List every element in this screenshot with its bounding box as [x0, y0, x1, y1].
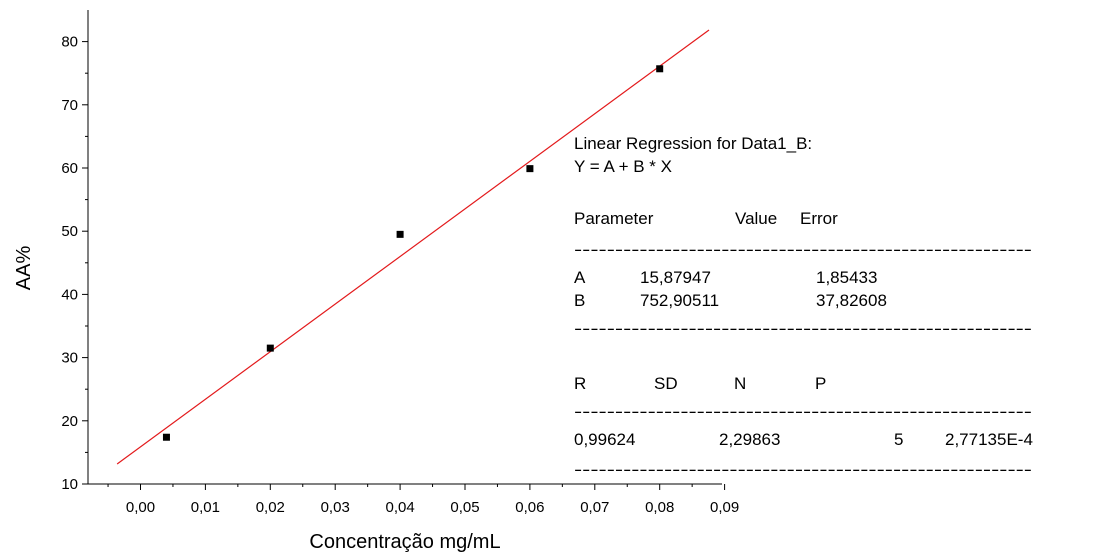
data-point — [266, 344, 274, 352]
stat-header-r: R — [574, 374, 586, 393]
divider-4: ----------------------------------------… — [574, 460, 1032, 479]
regression-note: Linear Regression for Data1_B: Y = A + B… — [574, 134, 1033, 479]
data-points — [162, 65, 664, 441]
x-ticks: 0,00 0,01 0,02 0,03 0,04 0,05 0,06 0,07 0,08 0,09 — [107, 484, 739, 516]
axes: 0,00 0,01 0,02 0,03 0,04 0,05 0,06 0,07 0,08 0,09… — [61, 10, 739, 516]
x-tick-label: 0,04 — [385, 499, 414, 516]
param-b-name: B — [574, 291, 585, 310]
y-axis-title: AA% — [13, 246, 35, 291]
param-a-error: 1,85433 — [816, 268, 877, 287]
x-tick-label: 0,02 — [256, 499, 285, 516]
data-point — [162, 433, 170, 441]
y-ticks: 10 20 30 40 50 60 70 80 — [61, 34, 88, 493]
y-tick-label: 80 — [61, 34, 78, 51]
y-tick-label: 50 — [61, 223, 78, 240]
data-point — [526, 165, 534, 173]
param-header-parameter: Parameter — [574, 209, 654, 228]
data-point — [656, 65, 664, 73]
param-header-value: Value — [735, 209, 777, 228]
regression-equation: Y = A + B * X — [574, 157, 672, 176]
stat-header-p: P — [815, 374, 826, 393]
y-tick-label: 20 — [61, 413, 78, 430]
stat-sd-value: 2,29863 — [719, 430, 780, 449]
y-tick-label: 40 — [61, 286, 78, 303]
x-tick-label: 0,09 — [710, 499, 739, 516]
x-tick-label: 0,08 — [645, 499, 674, 516]
y-tick-label: 30 — [61, 350, 78, 367]
x-tick-label: 0,06 — [515, 499, 544, 516]
stat-n-value: 5 — [894, 430, 903, 449]
divider-2: ----------------------------------------… — [574, 319, 1032, 338]
param-header-error: Error — [800, 209, 838, 228]
fit-layer — [116, 29, 710, 465]
param-a-value: 15,87947 — [640, 268, 711, 287]
regression-line — [116, 29, 710, 465]
param-b-error: 37,82608 — [816, 291, 887, 310]
x-tick-label: 0,00 — [126, 499, 155, 516]
divider-1: ----------------------------------------… — [574, 240, 1032, 259]
x-axis-title: Concentração mg/mL — [309, 531, 500, 553]
x-tick-label: 0,07 — [580, 499, 609, 516]
x-tick-label: 0,05 — [450, 499, 479, 516]
y-tick-label: 10 — [61, 476, 78, 493]
y-tick-label: 60 — [61, 160, 78, 177]
data-point — [396, 230, 404, 238]
stat-header-n: N — [734, 374, 746, 393]
x-tick-label: 0,03 — [321, 499, 350, 516]
param-b-value: 752,90511 — [640, 291, 719, 310]
param-a-name: A — [574, 268, 586, 287]
y-tick-label: 70 — [61, 97, 78, 114]
regression-title: Linear Regression for Data1_B: — [574, 134, 812, 153]
x-tick-label: 0,01 — [191, 499, 220, 516]
stat-r-value: 0,99624 — [574, 430, 635, 449]
stat-header-sd: SD — [654, 374, 678, 393]
divider-3: ----------------------------------------… — [574, 402, 1032, 421]
stat-p-value: 2,77135E-4 — [945, 430, 1033, 449]
